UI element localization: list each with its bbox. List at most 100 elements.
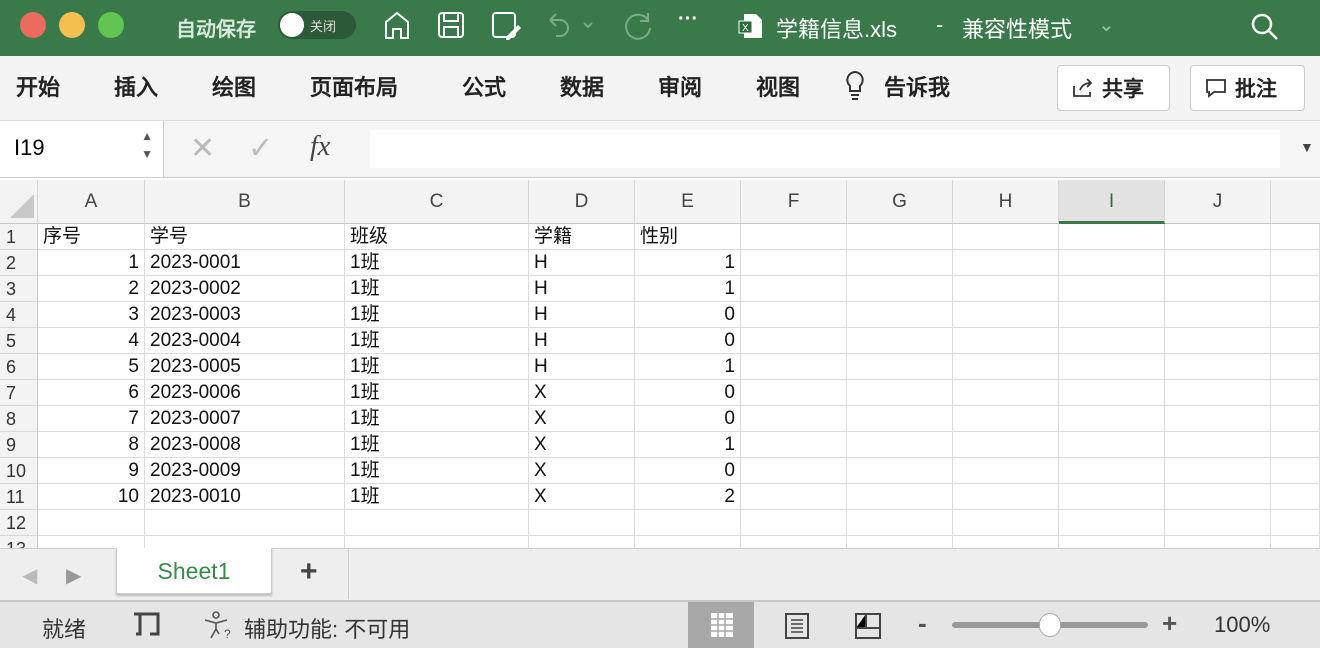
tab-view[interactable]: 视图 [756, 75, 801, 100]
cell[interactable] [529, 510, 635, 536]
cell[interactable]: 1班 [345, 484, 529, 510]
autosave-toggle[interactable]: 关闭 [278, 11, 356, 39]
cell[interactable] [1165, 536, 1271, 548]
cell[interactable] [529, 536, 635, 548]
tab-home[interactable]: 开始 [16, 75, 61, 100]
cell[interactable] [953, 458, 1059, 484]
cell[interactable] [1165, 276, 1271, 302]
prev-sheet-icon[interactable]: ◀ [22, 565, 38, 587]
row-header-7[interactable]: 7 [0, 380, 38, 406]
cell[interactable] [1059, 484, 1165, 510]
cell[interactable]: X [529, 406, 635, 432]
cell[interactable] [1165, 250, 1271, 276]
cell[interactable]: 班级 [345, 224, 529, 250]
cell[interactable] [345, 536, 529, 548]
cell[interactable]: 7 [38, 406, 145, 432]
minimize-window-button[interactable] [59, 12, 85, 38]
column-header-b[interactable]: B [145, 180, 345, 224]
cell[interactable] [1059, 432, 1165, 458]
cell[interactable] [847, 406, 953, 432]
cell[interactable]: X [529, 432, 635, 458]
cell[interactable]: 学籍 [529, 224, 635, 250]
cell[interactable]: 5 [38, 354, 145, 380]
cell[interactable]: X [529, 458, 635, 484]
cell[interactable]: 1 [635, 432, 741, 458]
cell[interactable] [1271, 536, 1320, 548]
cell[interactable] [953, 250, 1059, 276]
cell[interactable]: 1班 [345, 406, 529, 432]
cell[interactable] [741, 380, 847, 406]
cell[interactable] [1165, 484, 1271, 510]
cell[interactable] [847, 536, 953, 548]
cell[interactable] [1059, 510, 1165, 536]
save-icon[interactable] [436, 10, 466, 40]
cell[interactable] [635, 536, 741, 548]
cell[interactable]: 3 [38, 302, 145, 328]
column-header-f[interactable]: F [741, 180, 847, 224]
search-icon[interactable] [1250, 12, 1280, 42]
cell[interactable] [1271, 250, 1320, 276]
tell-me-button[interactable]: 告诉我 [884, 75, 951, 100]
accessibility-status[interactable]: 辅助功能: 不可用 [244, 617, 411, 642]
more-icon[interactable]: ··· [678, 8, 698, 30]
expand-formula-icon[interactable]: ▼ [1300, 139, 1314, 155]
column-header-a[interactable]: A [38, 180, 145, 224]
cell[interactable] [38, 536, 145, 548]
cell[interactable] [741, 328, 847, 354]
column-header-k[interactable] [1271, 180, 1320, 224]
column-header-d[interactable]: D [529, 180, 635, 224]
cell[interactable] [1271, 224, 1320, 250]
cell[interactable]: 1班 [345, 302, 529, 328]
cell[interactable] [345, 510, 529, 536]
cell[interactable]: H [529, 276, 635, 302]
cell[interactable] [953, 224, 1059, 250]
cell[interactable] [847, 224, 953, 250]
cell[interactable] [953, 510, 1059, 536]
cell[interactable] [1271, 380, 1320, 406]
cell[interactable]: 1 [635, 276, 741, 302]
accessibility-icon[interactable]: ? [202, 610, 238, 640]
cell[interactable]: 0 [635, 328, 741, 354]
cell[interactable] [1165, 432, 1271, 458]
cell[interactable]: 1 [635, 354, 741, 380]
row-header-9[interactable]: 9 [0, 432, 38, 458]
enter-check-icon[interactable]: ✓ [248, 132, 274, 165]
zoom-in-button[interactable]: + [1162, 608, 1178, 638]
tab-formulas[interactable]: 公式 [462, 75, 507, 100]
cell[interactable] [1271, 328, 1320, 354]
row-header-12[interactable]: 12 [0, 510, 38, 536]
cell[interactable] [1059, 536, 1165, 548]
cell[interactable]: 2023-0003 [145, 302, 345, 328]
cell[interactable]: 2023-0006 [145, 380, 345, 406]
cell[interactable] [847, 484, 953, 510]
cell[interactable] [741, 250, 847, 276]
next-sheet-icon[interactable]: ▶ [66, 565, 82, 587]
column-header-h[interactable]: H [953, 180, 1059, 224]
tab-page-layout[interactable]: 页面布局 [310, 75, 399, 100]
cell[interactable]: 0 [635, 406, 741, 432]
cell[interactable] [953, 432, 1059, 458]
cell[interactable] [1059, 380, 1165, 406]
cell[interactable] [741, 458, 847, 484]
cell[interactable] [953, 406, 1059, 432]
cell[interactable] [1165, 380, 1271, 406]
cell[interactable]: 10 [38, 484, 145, 510]
cell[interactable]: 2 [635, 484, 741, 510]
cell[interactable] [1271, 406, 1320, 432]
cell[interactable] [953, 536, 1059, 548]
cell[interactable]: 0 [635, 302, 741, 328]
name-box[interactable]: I19 ▲ ▼ [0, 121, 164, 177]
cell[interactable] [635, 510, 741, 536]
share-button[interactable]: 共享 [1057, 65, 1170, 111]
compat-mode-label[interactable]: 兼容性模式 [962, 17, 1073, 42]
cell[interactable] [1059, 354, 1165, 380]
tab-data[interactable]: 数据 [560, 75, 605, 100]
cell[interactable] [847, 328, 953, 354]
cell[interactable] [1271, 458, 1320, 484]
column-header-j[interactable]: J [1165, 180, 1271, 224]
cell[interactable] [953, 354, 1059, 380]
cell[interactable]: 2023-0005 [145, 354, 345, 380]
cell[interactable] [1059, 406, 1165, 432]
home-icon[interactable] [382, 10, 412, 40]
cell[interactable] [1059, 328, 1165, 354]
